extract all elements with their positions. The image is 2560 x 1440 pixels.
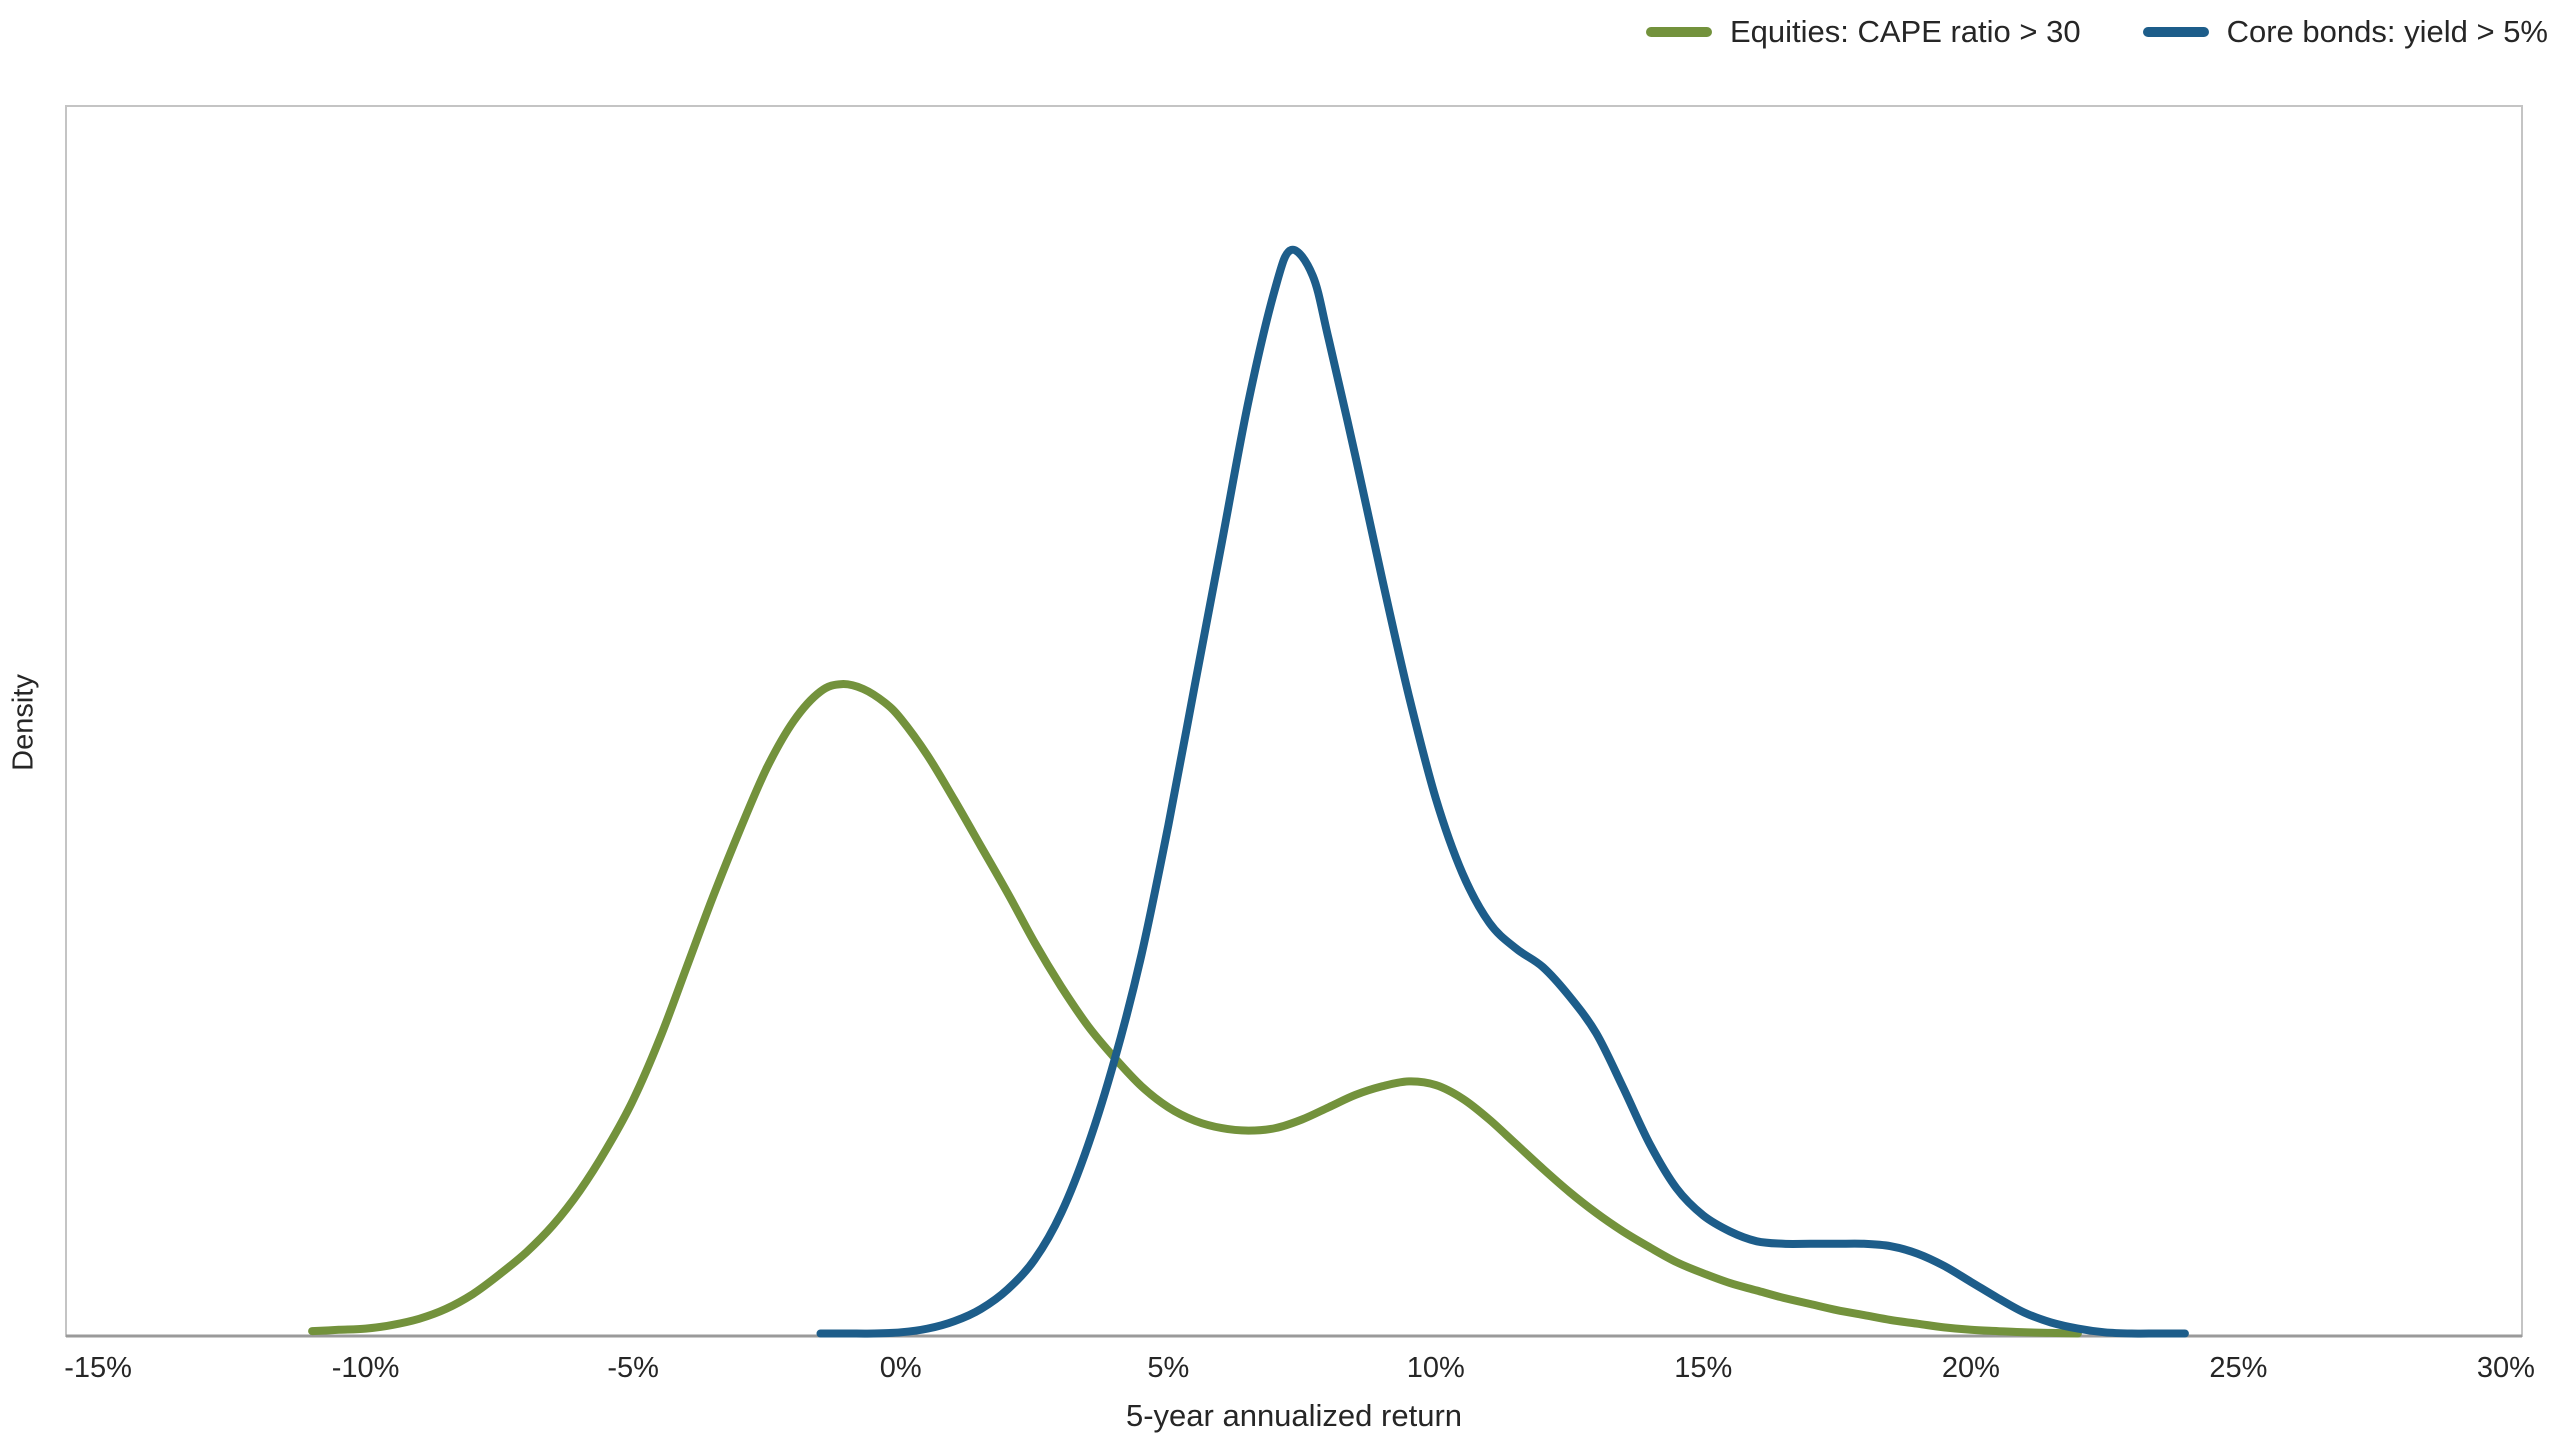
x-axis-title: 5-year annualized return — [1125, 1398, 1463, 1433]
x-tick-label: 0% — [879, 1352, 922, 1384]
legend-item-equities: Equities: CAPE ratio > 30 — [1645, 14, 2081, 49]
plot-border — [65, 105, 2523, 1337]
x-tick-label: 10% — [1406, 1352, 1465, 1384]
x-tick-label: 20% — [1941, 1352, 2000, 1384]
x-tick-label: -10% — [331, 1352, 400, 1384]
bonds-curve — [816, 245, 2189, 1338]
y-axis-title: Density — [7, 674, 40, 771]
legend-label-bonds: Core bonds: yield > 5% — [2226, 14, 2548, 49]
legend-item-bonds: Core bonds: yield > 5% — [2142, 14, 2548, 49]
chart-legend: Equities: CAPE ratio > 30 Core bonds: yi… — [1645, 14, 2548, 49]
x-tick-label: 15% — [1674, 1352, 1733, 1384]
x-tick-label: 25% — [2209, 1352, 2268, 1384]
bonds-line-swatch-icon — [2142, 26, 2209, 37]
equities-line-swatch-icon — [1645, 26, 1712, 37]
x-tick-label: -15% — [64, 1352, 132, 1384]
equities-curve — [308, 680, 2082, 1338]
x-tick-label: 5% — [1147, 1352, 1190, 1384]
x-tick-label: 30% — [2476, 1352, 2535, 1384]
x-tick-label: -5% — [607, 1352, 659, 1384]
legend-label-equities: Equities: CAPE ratio > 30 — [1729, 14, 2081, 49]
